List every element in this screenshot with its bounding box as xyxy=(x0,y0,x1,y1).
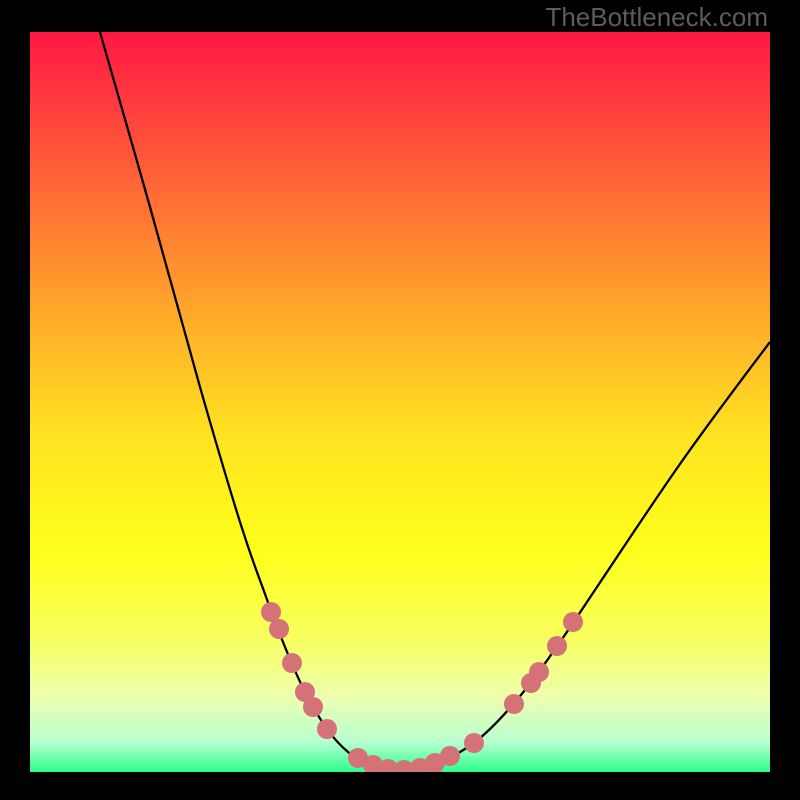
curve-left-branch xyxy=(100,32,390,770)
watermark-text: TheBottleneck.com xyxy=(545,2,768,33)
data-marker xyxy=(269,619,289,639)
data-marker xyxy=(547,636,567,656)
data-marker xyxy=(261,602,281,622)
data-marker xyxy=(303,697,323,717)
curve-right-branch xyxy=(390,342,770,770)
data-marker xyxy=(464,733,484,753)
data-marker xyxy=(282,653,302,673)
curve-overlay xyxy=(0,0,800,800)
data-marker xyxy=(529,662,549,682)
data-marker xyxy=(440,746,460,766)
data-marker xyxy=(504,694,524,714)
chart-container: TheBottleneck.com xyxy=(0,0,800,800)
data-marker xyxy=(317,719,337,739)
data-marker xyxy=(563,612,583,632)
